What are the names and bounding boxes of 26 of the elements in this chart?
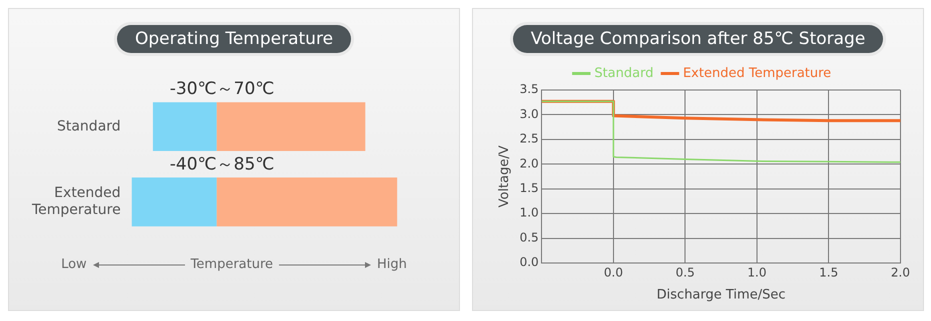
x-axis-title: Temperature	[190, 257, 274, 272]
data-label: -40℃	[170, 154, 217, 174]
x-tick-label: 2.0	[890, 265, 910, 280]
chart-title: Operating Temperature	[116, 25, 352, 53]
y-tick-label: 3.0	[520, 106, 539, 121]
legend-label: Extended Temperature	[682, 66, 832, 81]
y-tick-label: 2.0	[520, 156, 539, 170]
x-tick-label: 1.0	[747, 265, 766, 280]
y-tick-label: 0.5	[520, 230, 539, 244]
x-tick-label: 0.0	[604, 265, 623, 280]
x-axis-title: Discharge Time/Sec	[656, 288, 786, 303]
x-tick-label: 0.5	[676, 265, 695, 280]
y-tick-label: 1.0	[520, 206, 539, 220]
text: Low	[61, 257, 87, 272]
y-tick-label: 1.5	[520, 180, 539, 195]
data-label: -30℃	[170, 79, 217, 100]
data-label: ～70℃	[216, 79, 274, 100]
chart-title: Voltage Comparison after 85℃ Storage	[512, 25, 884, 53]
data-label: ～85℃	[216, 154, 274, 174]
y-axis-title: Voltage/V	[497, 145, 512, 208]
legend-label: Standard	[594, 66, 654, 81]
text: High	[377, 257, 407, 272]
x-tick-label: 1.5	[819, 265, 838, 280]
y-tick-label: 2.5	[520, 132, 539, 146]
y-tick-label: 0.0	[520, 255, 539, 270]
y-tick-label: 3.5	[520, 82, 539, 96]
